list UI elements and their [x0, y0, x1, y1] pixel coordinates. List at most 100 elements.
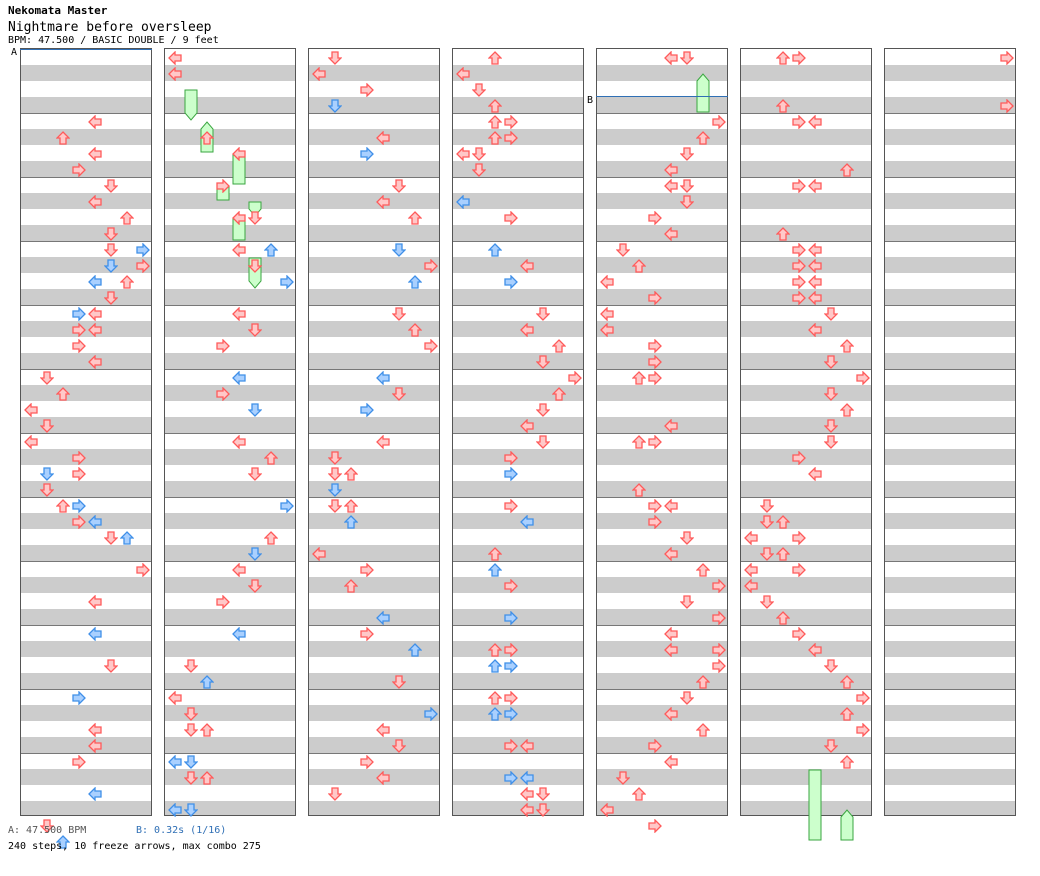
measure-line [597, 113, 727, 114]
left-arrow-icon [520, 514, 534, 530]
left-arrow-icon [664, 626, 678, 642]
left-arrow-icon [664, 754, 678, 770]
measure-line [453, 689, 583, 690]
left-arrow-icon [88, 194, 102, 210]
right-arrow-icon [712, 578, 726, 594]
measure-line [21, 369, 151, 370]
measure-line [21, 625, 151, 626]
up-arrow-icon [487, 130, 503, 145]
left-arrow-icon [664, 546, 678, 562]
up-arrow-icon [839, 754, 855, 769]
right-arrow-icon [712, 658, 726, 674]
chart-column [164, 48, 296, 818]
measure-line [309, 625, 439, 626]
measure-line [597, 753, 727, 754]
chart-column [884, 48, 1016, 816]
up-arrow-icon [407, 274, 423, 289]
right-arrow-icon [792, 274, 806, 290]
down-arrow-icon [183, 802, 199, 817]
up-arrow-icon [695, 722, 711, 737]
left-arrow-icon [376, 194, 390, 210]
left-arrow-icon [664, 418, 678, 434]
right-arrow-icon [216, 386, 230, 402]
left-arrow-icon [24, 402, 38, 418]
bpm-legend: A: 47.500 BPM [8, 825, 87, 836]
left-arrow-icon [232, 306, 246, 322]
right-arrow-icon [504, 466, 518, 482]
right-arrow-icon [648, 818, 662, 834]
measure-line [309, 497, 439, 498]
up-arrow-icon [775, 98, 791, 113]
left-arrow-icon [808, 322, 822, 338]
up-arrow-icon [487, 658, 503, 673]
down-arrow-icon [39, 418, 55, 433]
up-arrow-icon [407, 210, 423, 225]
measure-line [885, 625, 1015, 626]
right-arrow-icon [72, 162, 86, 178]
down-arrow-icon [823, 386, 839, 401]
right-arrow-icon [792, 114, 806, 130]
measure-line [741, 369, 871, 370]
up-arrow-icon [199, 770, 215, 785]
down-arrow-icon [823, 306, 839, 321]
up-arrow-icon [487, 642, 503, 657]
down-arrow-icon [615, 770, 631, 785]
down-arrow-icon [535, 306, 551, 321]
measure-line [165, 689, 295, 690]
measure-line [453, 113, 583, 114]
measure-line [309, 305, 439, 306]
up-arrow-icon [775, 226, 791, 241]
up-arrow-icon [487, 690, 503, 705]
right-arrow-icon [504, 130, 518, 146]
left-arrow-icon [376, 770, 390, 786]
right-arrow-icon [72, 450, 86, 466]
down-arrow-icon [247, 402, 263, 417]
up-arrow-icon [55, 498, 71, 513]
left-arrow-icon [808, 242, 822, 258]
down-arrow-icon [39, 482, 55, 497]
right-arrow-icon [72, 498, 86, 514]
up-arrow-icon [775, 546, 791, 561]
left-arrow-icon [744, 578, 758, 594]
up-arrow-icon [343, 578, 359, 593]
down-arrow-icon [327, 498, 343, 513]
left-arrow-icon [312, 66, 326, 82]
chart-stats: 240 steps, 10 freeze arrows, max combo 2… [8, 841, 261, 852]
up-arrow-icon [487, 98, 503, 113]
measure-line [165, 241, 295, 242]
left-arrow-icon [520, 258, 534, 274]
right-arrow-icon [648, 210, 662, 226]
right-arrow-icon [360, 82, 374, 98]
up-arrow-icon [119, 530, 135, 545]
down-arrow-icon [679, 194, 695, 209]
right-arrow-icon [792, 50, 806, 66]
down-arrow-icon [103, 178, 119, 193]
right-arrow-icon [72, 306, 86, 322]
right-arrow-icon [72, 514, 86, 530]
down-arrow-icon [471, 146, 487, 161]
up-arrow-icon [695, 562, 711, 577]
left-arrow-icon [808, 258, 822, 274]
down-arrow-icon [535, 802, 551, 817]
measure-line [885, 113, 1015, 114]
right-arrow-icon [712, 114, 726, 130]
left-arrow-icon [456, 66, 470, 82]
up-arrow-icon [631, 434, 647, 449]
left-arrow-icon [808, 114, 822, 130]
right-arrow-icon [792, 178, 806, 194]
up-arrow-icon [839, 338, 855, 353]
right-arrow-icon [280, 274, 294, 290]
up-arrow-icon [487, 50, 503, 65]
right-arrow-icon [568, 370, 582, 386]
measure-line [741, 689, 871, 690]
down-arrow-icon [391, 242, 407, 257]
down-arrow-icon [759, 546, 775, 561]
right-arrow-icon [792, 242, 806, 258]
down-arrow-icon [535, 354, 551, 369]
right-arrow-icon [504, 706, 518, 722]
measure-line [597, 305, 727, 306]
left-arrow-icon [168, 50, 182, 66]
measure-line [453, 369, 583, 370]
measure-line [597, 497, 727, 498]
up-arrow-icon [263, 530, 279, 545]
